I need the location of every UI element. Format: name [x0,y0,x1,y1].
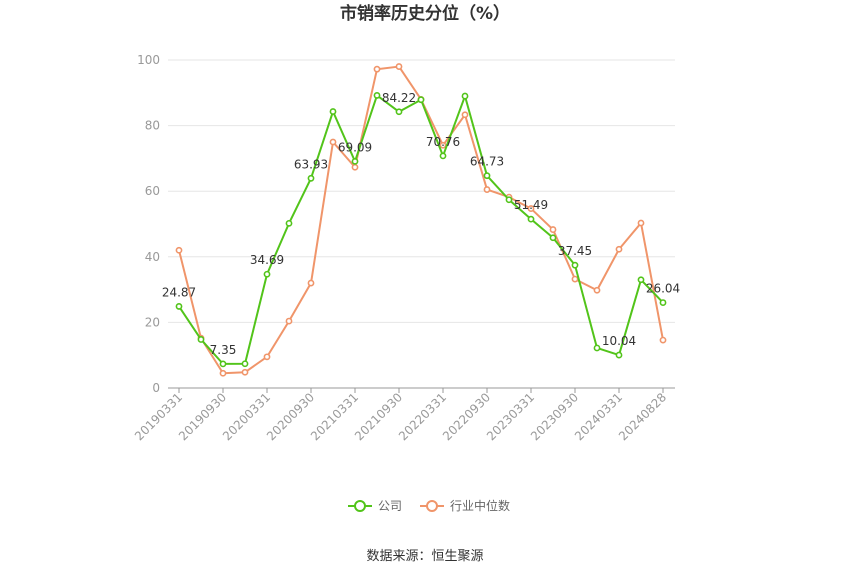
data-point [483,186,491,193]
data-label: 70.76 [426,135,460,149]
data-point [615,351,623,359]
data-point [549,234,557,242]
data-point [175,303,183,310]
y-tick-label: 0 [152,381,160,395]
series-company [175,92,667,368]
legend-marker [426,500,438,512]
data-label: 64.73 [470,155,504,169]
data-label: 51.49 [514,198,548,212]
data-label: 34.69 [250,253,284,267]
y-tick-label: 80 [145,119,160,133]
data-point [593,344,601,352]
data-point [461,92,469,100]
data-label: 63.93 [294,157,328,171]
data-point [483,172,491,180]
source-note: 数据来源：恒生聚源 [366,549,483,564]
x-tick-label: 20240828 [616,390,669,443]
data-point [549,226,557,233]
data-label: 69.09 [338,140,372,154]
series-line [178,65,664,375]
data-point [241,360,249,368]
data-point [285,219,293,227]
data-point [395,108,403,116]
data-label: 37.45 [558,244,592,258]
y-tick-label: 20 [145,315,160,329]
data-point [637,276,645,284]
x-axis-ticks: 2019033120190930202003312020093020210331… [132,388,669,443]
data-point [461,111,469,119]
data-point [593,286,601,294]
data-point [175,246,183,254]
legend[interactable]: 公司 行业中位数 [348,498,510,513]
legend-label: 行业中位数 [450,498,510,513]
data-point [373,65,381,73]
data-point [241,368,249,376]
data-point [395,63,403,70]
series-group [175,63,667,377]
y-axis-ticks: 0 20 40 60 80 100 [137,53,160,395]
data-point [637,219,645,227]
data-label: 7.35 [210,343,237,357]
y-tick-label: 40 [145,250,160,264]
data-label: 26.04 [646,282,680,296]
data-point [263,270,271,278]
data-point [505,196,513,204]
data-point [527,215,535,223]
legend-item-company[interactable]: 公司 [348,499,402,513]
chart-title: 市销率历史分位（%） [340,3,510,24]
data-label: 24.87 [162,285,196,299]
data-point [219,360,227,368]
data-point [571,275,579,283]
data-point [351,163,359,171]
data-point [659,299,667,306]
data-labels: 24.87 7.35 34.69 63.93 69.09 84.22 70.76 64.73 5… [162,91,680,357]
data-point [571,261,579,269]
data-point [307,279,315,287]
series-line [178,94,664,365]
legend-marker [354,500,366,512]
y-tick-label: 60 [145,184,160,198]
data-point [351,157,359,165]
data-point [329,108,337,115]
data-point [615,245,623,253]
data-point [527,205,535,212]
data-label: 84.22 [382,91,416,105]
data-point [219,369,227,377]
data-point [373,92,381,99]
data-point [329,138,337,146]
data-point [307,174,315,182]
data-point [439,141,447,149]
data-point [263,353,271,361]
data-point [439,152,447,160]
y-tick-label: 100 [137,53,160,67]
data-point [417,96,425,104]
data-point [197,336,205,343]
data-point [285,317,293,325]
legend-label: 公司 [378,499,402,513]
data-label: 10.04 [602,334,636,348]
data-point [659,336,667,344]
legend-item-industry-median[interactable]: 行业中位数 [420,498,510,513]
